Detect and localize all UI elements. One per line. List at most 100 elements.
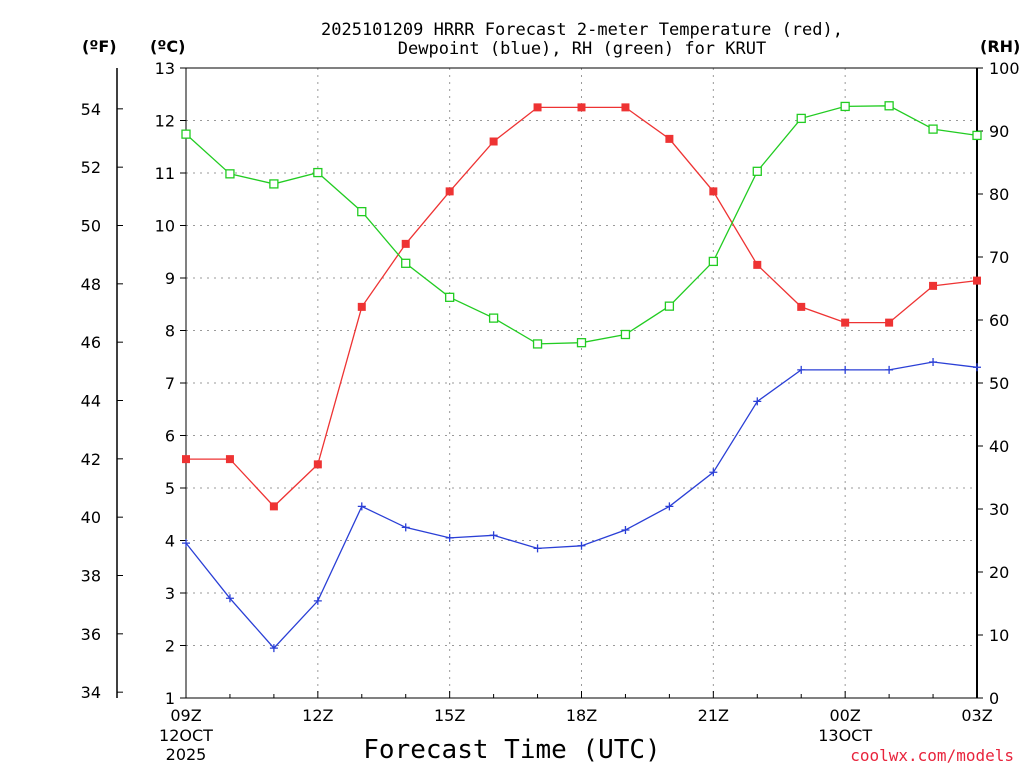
- dewpoint-point-16Z: [489, 531, 498, 540]
- rh-point-02Z: [928, 124, 938, 134]
- dewpoint-point-17Z: [533, 544, 542, 553]
- tick-labels: 1234567891011121334363840424446485052540…: [81, 59, 1020, 764]
- rh-point-09Z: [181, 129, 191, 139]
- rh-point-12Z: [313, 167, 323, 178]
- fahrenheit-tick-label: 34: [81, 683, 101, 702]
- fahrenheit-tick-label: 50: [81, 217, 101, 236]
- x-tick-label: 03Z: [961, 706, 992, 725]
- chart-title-line-2: Dewpoint (blue), RH (green) for KRUT: [398, 39, 766, 59]
- x-tick-label: 21Z: [698, 706, 729, 725]
- rh-tick-label: 60: [989, 311, 1009, 330]
- dewpoint-point-23Z: [797, 365, 806, 374]
- temperature-point-13Z: [357, 302, 366, 311]
- x-tick-label: 15Z: [434, 706, 465, 725]
- fahrenheit-tick-label: 38: [81, 567, 101, 586]
- temperature-point-11Z: [269, 502, 278, 511]
- rh-point-17Z: [532, 339, 543, 349]
- fahrenheit-tick-label: 36: [81, 625, 101, 644]
- x-tick-label: 18Z: [566, 706, 597, 725]
- dewpoint-point-22Z: [753, 397, 762, 406]
- temperature-point-21Z: [709, 187, 718, 196]
- dewpoint-point-00Z: [841, 365, 850, 374]
- x-tick-label: 00Z: [830, 706, 861, 725]
- dewpoint-point-15Z: [445, 533, 454, 542]
- rh-point-00Z: [840, 101, 850, 112]
- rh-point-19Z: [620, 329, 631, 340]
- temperature-point-09Z: [182, 455, 190, 464]
- date-label: 13OCT: [818, 726, 872, 745]
- fahrenheit-tick-label: 46: [81, 333, 101, 352]
- rh-tick-label: 70: [989, 248, 1009, 267]
- celsius-tick-label: 12: [155, 112, 175, 131]
- celsius-tick-label: 7: [165, 374, 175, 393]
- rh-point-22Z: [752, 166, 762, 176]
- fahrenheit-axis-label: (ºF): [82, 37, 117, 56]
- rh-axis-label: (RH): [980, 37, 1020, 56]
- dewpoint-point-09Z: [182, 539, 190, 548]
- rh-tick-label: 100: [989, 59, 1020, 78]
- date-label: 12OCT: [159, 726, 213, 745]
- celsius-tick-label: 13: [155, 59, 175, 78]
- rh-point-18Z: [576, 338, 587, 348]
- rh-point-15Z: [445, 292, 455, 302]
- rh-tick-label: 30: [989, 500, 1009, 519]
- celsius-tick-label: 6: [165, 427, 175, 446]
- dewpoint-point-19Z: [621, 526, 630, 534]
- temperature-point-00Z: [841, 318, 850, 327]
- data-series: [181, 101, 982, 653]
- dewpoint-point-13Z: [357, 502, 366, 511]
- temperature-point-18Z: [577, 103, 586, 112]
- year-label: 2025: [166, 745, 207, 764]
- rh-point-13Z: [357, 206, 367, 217]
- fahrenheit-tick-label: 54: [81, 100, 101, 119]
- temperature-point-20Z: [665, 134, 674, 143]
- rh-point-16Z: [488, 313, 499, 323]
- temperature-point-23Z: [797, 302, 806, 311]
- rh-tick-label: 40: [989, 437, 1009, 456]
- celsius-tick-label: 3: [165, 584, 175, 603]
- dewpoint-point-20Z: [665, 502, 674, 511]
- dewpoint-point-10Z: [225, 594, 234, 603]
- temperature-point-03Z: [973, 276, 981, 285]
- chart-title-line-1: 2025101209 HRRR Forecast 2-meter Tempera…: [321, 20, 843, 40]
- temperature-point-15Z: [445, 187, 454, 196]
- rh-point-03Z: [972, 130, 982, 141]
- dewpoint-point-11Z: [269, 644, 278, 653]
- temperature-point-12Z: [313, 460, 322, 469]
- grid-lines: [186, 68, 977, 698]
- dewpoint-point-03Z: [973, 363, 981, 372]
- temperature-point-17Z: [533, 103, 542, 112]
- rh-tick-label: 90: [989, 122, 1009, 141]
- dewpoint-point-21Z: [709, 468, 718, 477]
- temperature-point-14Z: [401, 239, 410, 248]
- temperature-point-16Z: [489, 137, 498, 146]
- celsius-tick-label: 2: [165, 637, 175, 656]
- credit-text: coolwx.com/models: [850, 746, 1014, 765]
- x-tick-label: 12Z: [302, 706, 333, 725]
- rh-tick-label: 20: [989, 563, 1009, 582]
- fahrenheit-tick-label: 42: [81, 450, 101, 469]
- celsius-tick-label: 5: [165, 479, 175, 498]
- rh-tick-label: 80: [989, 185, 1009, 204]
- celsius-tick-label: 11: [155, 164, 175, 183]
- celsius-tick-label: 4: [165, 532, 175, 551]
- rh-tick-label: 10: [989, 626, 1009, 645]
- rh-tick-label: 50: [989, 374, 1009, 393]
- axes: [116, 67, 983, 699]
- rh-point-01Z: [884, 101, 894, 111]
- x-axis-title: Forecast Time (UTC): [363, 735, 660, 765]
- celsius-tick-label: 9: [165, 269, 175, 288]
- rh-tick-label: 0: [989, 689, 999, 708]
- dewpoint-point-02Z: [929, 358, 938, 366]
- rh-point-10Z: [225, 169, 235, 179]
- rh-point-23Z: [796, 113, 806, 124]
- dewpoint-point-01Z: [885, 365, 894, 374]
- fahrenheit-tick-label: 48: [81, 275, 101, 294]
- dewpoint-point-14Z: [401, 523, 410, 532]
- temperature-point-10Z: [225, 455, 234, 464]
- dewpoint-point-18Z: [577, 541, 586, 550]
- temperature-point-19Z: [621, 103, 630, 112]
- temperature-point-01Z: [885, 318, 894, 327]
